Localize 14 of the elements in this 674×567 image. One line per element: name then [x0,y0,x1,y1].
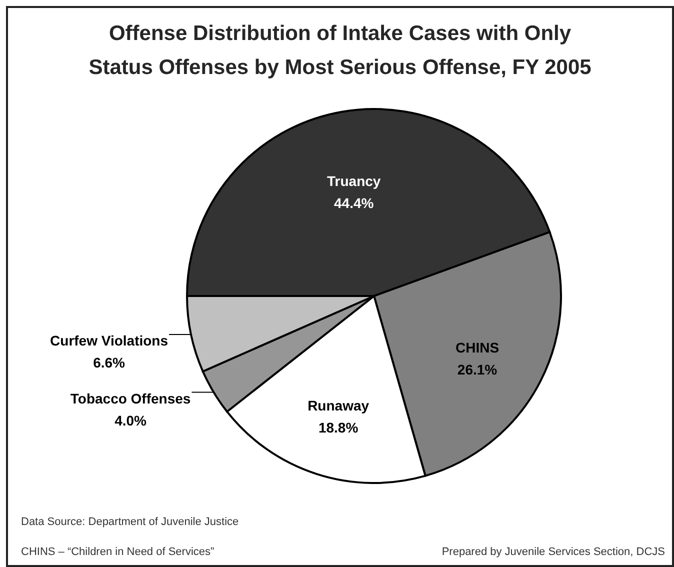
slice-label: Curfew Violations [50,332,168,349]
chart-title: Offense Distribution of Intake Cases with Only Status Offenses by Most Serious Offense, FY 2005 [88,22,592,79]
slice-label: Runaway [308,397,370,414]
slice-label: Tobacco Offenses [70,390,191,406]
text: CHINS – “Children in Need of Services” [21,546,215,558]
slice-label: Truancy [327,172,381,189]
data-label: 4.0% [114,412,148,428]
data-label: 18.8% [318,419,359,436]
slice-label: CHINS [455,340,500,356]
text: Prepared by Juvenile Services Section, DCJS [442,546,665,558]
source-note: Data Source: Department of Juvenile Justice [21,516,239,528]
data-label: 26.1% [457,362,498,378]
data-label: 6.6% [93,354,126,371]
data-label: 44.4% [334,194,374,211]
